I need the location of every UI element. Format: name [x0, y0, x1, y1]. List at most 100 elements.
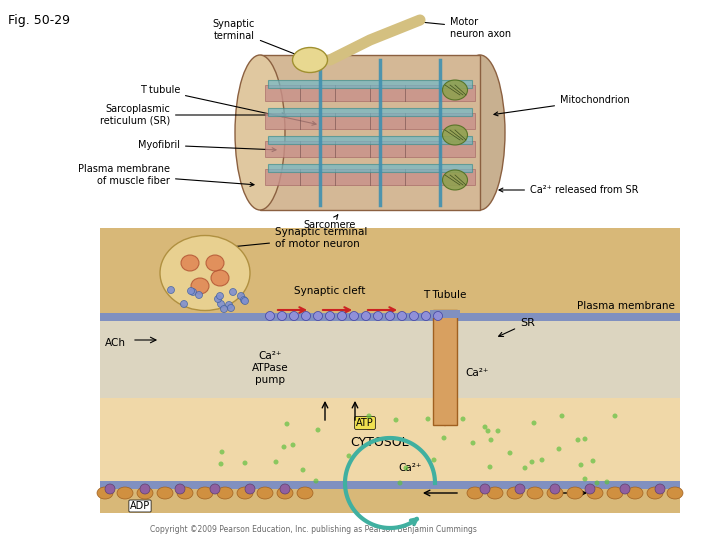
Ellipse shape: [206, 255, 224, 271]
Ellipse shape: [587, 487, 603, 499]
Ellipse shape: [523, 465, 528, 470]
Ellipse shape: [487, 464, 492, 469]
Text: Fig. 50-29: Fig. 50-29: [8, 14, 70, 27]
Text: T Tubule: T Tubule: [423, 290, 467, 300]
Ellipse shape: [361, 312, 371, 321]
Ellipse shape: [366, 414, 372, 418]
Ellipse shape: [274, 460, 279, 464]
Ellipse shape: [338, 312, 346, 321]
Ellipse shape: [97, 487, 113, 499]
Ellipse shape: [567, 487, 583, 499]
Ellipse shape: [605, 480, 610, 484]
Bar: [100, 228, 680, 318]
Ellipse shape: [443, 80, 467, 100]
Ellipse shape: [211, 270, 229, 286]
Ellipse shape: [557, 447, 562, 451]
Ellipse shape: [613, 414, 618, 418]
Text: Synaptic
terminal: Synaptic terminal: [212, 19, 301, 57]
Ellipse shape: [582, 476, 588, 482]
Ellipse shape: [140, 484, 150, 494]
Text: Synaptic cleft: Synaptic cleft: [294, 286, 366, 296]
Ellipse shape: [181, 255, 199, 271]
Ellipse shape: [157, 487, 173, 499]
Ellipse shape: [325, 312, 335, 321]
Ellipse shape: [280, 484, 290, 494]
Text: Sarcoplasmic
reticulum (SR): Sarcoplasmic reticulum (SR): [100, 104, 286, 126]
Ellipse shape: [292, 48, 328, 72]
Ellipse shape: [237, 487, 253, 499]
Ellipse shape: [485, 429, 490, 434]
Ellipse shape: [667, 487, 683, 499]
Ellipse shape: [550, 484, 560, 494]
Ellipse shape: [531, 421, 536, 426]
Text: Plasma membrane
of muscle fiber: Plasma membrane of muscle fiber: [78, 164, 254, 186]
Ellipse shape: [394, 417, 398, 422]
Ellipse shape: [539, 457, 544, 462]
Ellipse shape: [238, 293, 245, 300]
Ellipse shape: [443, 125, 467, 145]
Text: ATP: ATP: [356, 418, 374, 428]
Ellipse shape: [426, 416, 431, 422]
Ellipse shape: [488, 437, 493, 442]
Ellipse shape: [297, 487, 313, 499]
Ellipse shape: [433, 312, 443, 321]
Ellipse shape: [181, 300, 187, 307]
Ellipse shape: [470, 441, 475, 446]
Text: Motor
neuron axon: Motor neuron axon: [423, 17, 511, 39]
Text: Plasma membrane: Plasma membrane: [577, 301, 675, 311]
Bar: [265, 169, 475, 185]
Ellipse shape: [547, 487, 563, 499]
Text: SR: SR: [499, 318, 535, 336]
Ellipse shape: [374, 312, 382, 321]
Ellipse shape: [495, 429, 500, 434]
Ellipse shape: [277, 487, 293, 499]
Ellipse shape: [487, 487, 503, 499]
Ellipse shape: [397, 481, 402, 485]
Ellipse shape: [582, 436, 588, 442]
Ellipse shape: [346, 454, 351, 458]
Ellipse shape: [217, 293, 223, 300]
Ellipse shape: [590, 458, 595, 463]
Ellipse shape: [282, 444, 287, 449]
Ellipse shape: [467, 487, 483, 499]
Ellipse shape: [431, 457, 436, 462]
Ellipse shape: [241, 298, 248, 305]
Ellipse shape: [196, 292, 202, 299]
Text: Ca²⁺: Ca²⁺: [465, 368, 488, 378]
Ellipse shape: [627, 487, 643, 499]
Ellipse shape: [559, 414, 564, 418]
Ellipse shape: [461, 416, 466, 422]
Ellipse shape: [218, 462, 223, 467]
Text: Ca²⁺
ATPase
pump: Ca²⁺ ATPase pump: [252, 352, 288, 384]
Ellipse shape: [210, 484, 220, 494]
Ellipse shape: [482, 424, 487, 429]
Ellipse shape: [620, 484, 630, 494]
Ellipse shape: [217, 300, 225, 307]
Text: Synaptic terminal
of motor neuron: Synaptic terminal of motor neuron: [224, 227, 367, 249]
Ellipse shape: [284, 422, 289, 427]
Ellipse shape: [607, 487, 623, 499]
Ellipse shape: [220, 306, 228, 313]
Bar: [100, 398, 680, 488]
Ellipse shape: [160, 235, 250, 310]
Ellipse shape: [230, 288, 236, 295]
Ellipse shape: [137, 487, 153, 499]
Ellipse shape: [290, 442, 295, 448]
Ellipse shape: [529, 460, 534, 464]
Ellipse shape: [655, 484, 665, 494]
Ellipse shape: [397, 312, 407, 321]
Ellipse shape: [257, 487, 273, 499]
Ellipse shape: [585, 484, 595, 494]
Ellipse shape: [300, 468, 305, 472]
Ellipse shape: [105, 484, 115, 494]
Ellipse shape: [515, 484, 525, 494]
Text: Ca²⁺ released from SR: Ca²⁺ released from SR: [499, 185, 639, 195]
Bar: [260, 55, 480, 210]
Ellipse shape: [595, 481, 600, 485]
Ellipse shape: [175, 484, 185, 494]
Ellipse shape: [235, 55, 285, 210]
Bar: [268, 80, 472, 88]
Ellipse shape: [508, 450, 513, 456]
Text: Myofibril: Myofibril: [138, 140, 276, 152]
Ellipse shape: [421, 312, 431, 321]
